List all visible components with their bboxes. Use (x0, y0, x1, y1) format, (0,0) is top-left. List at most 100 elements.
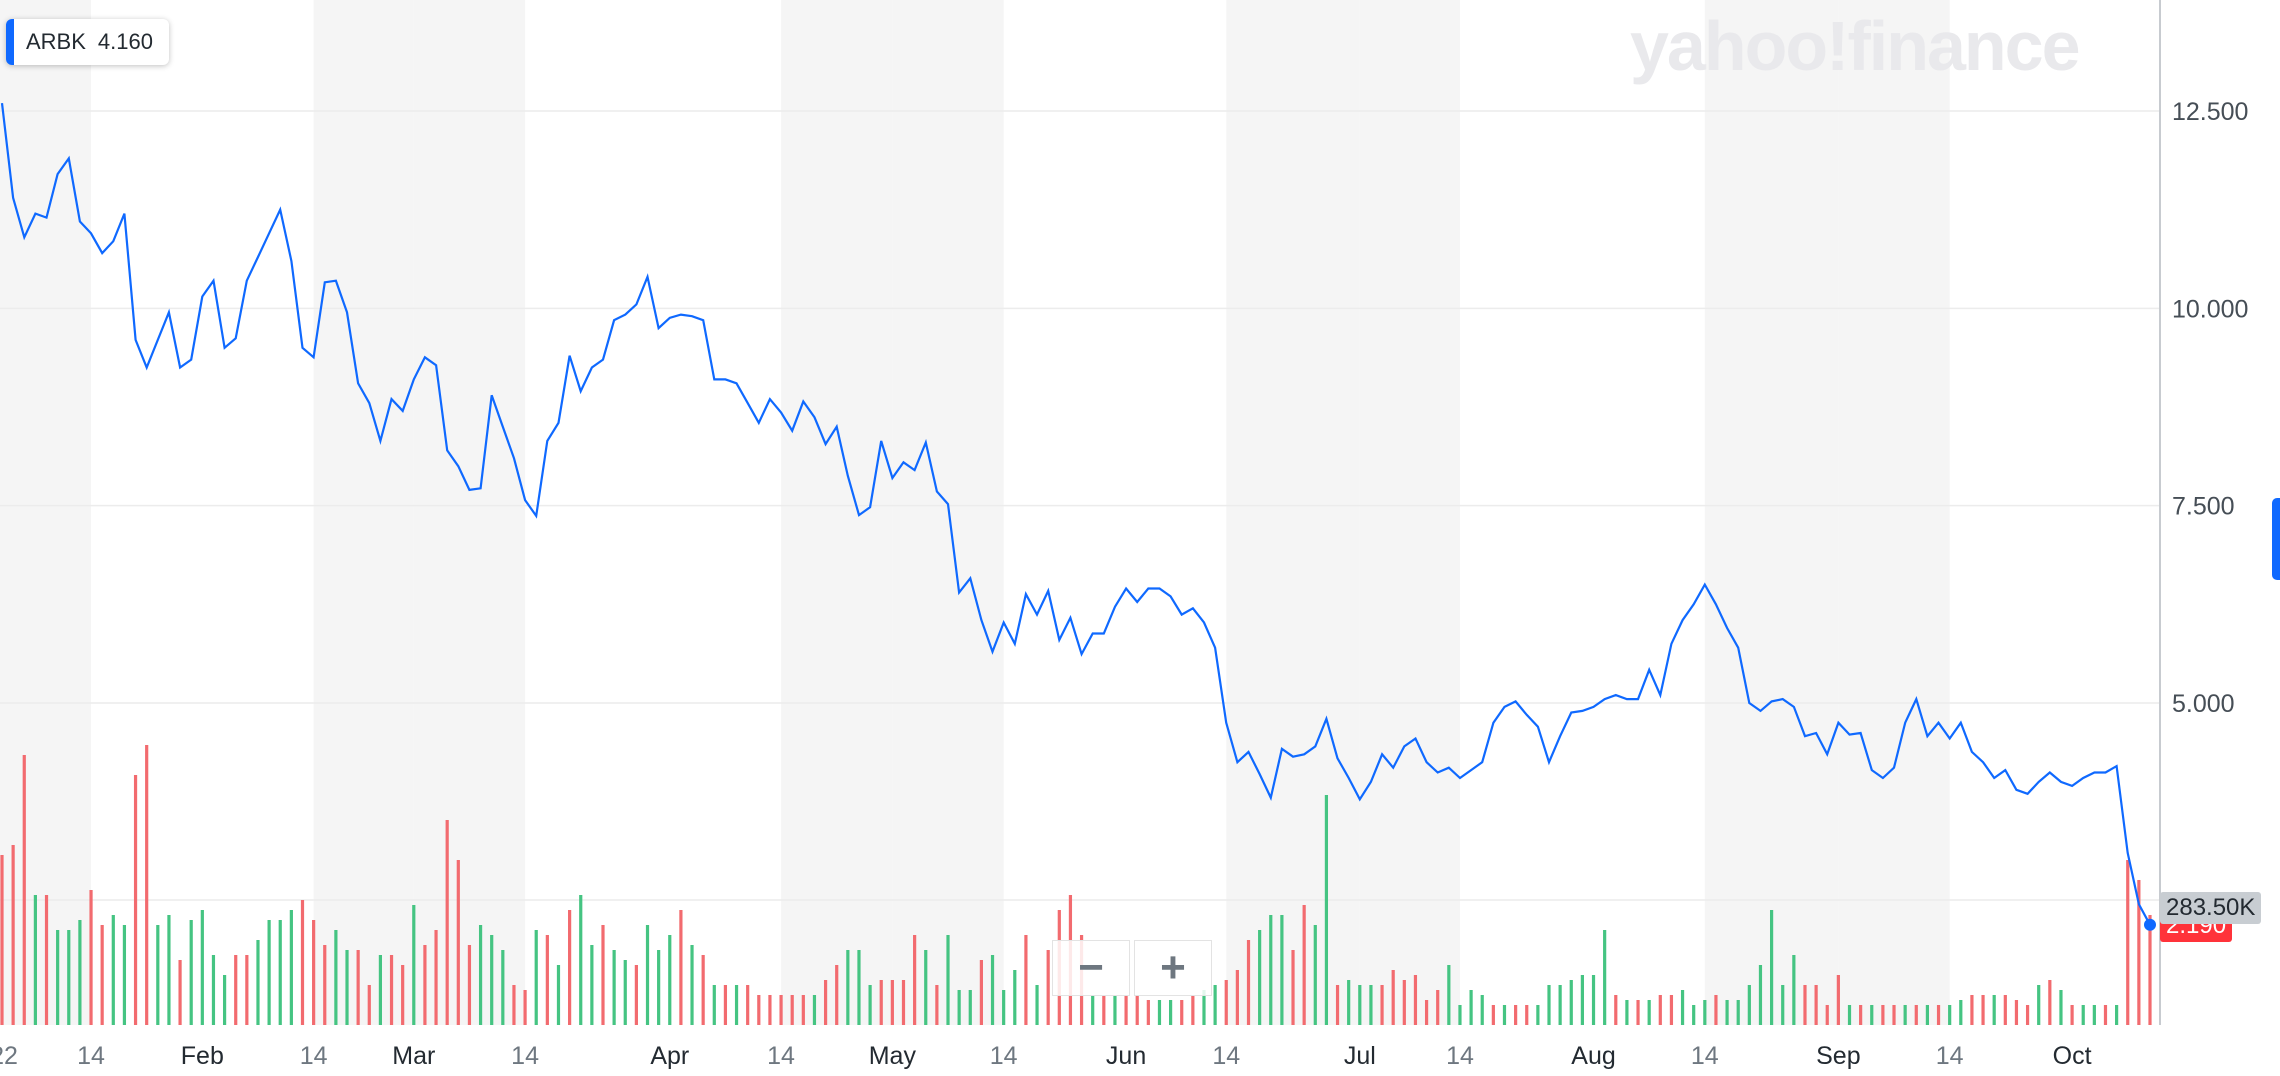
volume-bar (1502, 1005, 1507, 1025)
volume-bar (1447, 965, 1451, 1025)
volume-bar (1258, 930, 1262, 1025)
volume-bar (957, 990, 961, 1025)
volume-bar (1480, 995, 1484, 1025)
volume-bar (1124, 995, 1128, 1025)
volume-bar (2115, 1005, 2119, 1025)
volume-bar (1135, 995, 1139, 1025)
volume-bar (768, 995, 772, 1025)
volume-bar (1747, 985, 1751, 1025)
volume-bar (2070, 1005, 2074, 1025)
volume-bar (334, 930, 338, 1025)
volume-bar (1881, 1005, 1885, 1025)
volume-bar (1391, 970, 1395, 1025)
month-band (1359, 0, 1460, 1025)
volume-bar (1736, 1000, 1740, 1025)
volume-bar (990, 955, 995, 1025)
month-band (0, 0, 92, 1025)
x-tick-label: 14 (1446, 1042, 1474, 1070)
volume-bar (1925, 1005, 1930, 1025)
volume-bar (1558, 985, 1562, 1025)
volume-bar (1235, 970, 1239, 1025)
volume-bar (723, 985, 728, 1025)
volume-bar (478, 925, 483, 1025)
volume-bar (178, 960, 182, 1025)
zoom-in-button[interactable]: + (1134, 940, 1212, 996)
volume-bar (133, 775, 138, 1025)
volume-bar (2137, 880, 2141, 1025)
x-tick-label: Jun (1106, 1042, 1146, 1070)
volume-bar (512, 985, 516, 1025)
volume-bar (445, 820, 449, 1025)
volume-bar (2092, 1005, 2096, 1025)
volume-bar (122, 925, 127, 1025)
volume-bar (1625, 1000, 1629, 1025)
volume-bar (1580, 975, 1584, 1025)
volume-bar (835, 965, 839, 1025)
x-tick-label: 14 (77, 1042, 105, 1070)
volume-bar (367, 985, 371, 1025)
x-tick-label: 14 (300, 1042, 328, 1070)
volume-bar (1636, 1000, 1640, 1025)
volume-bar (67, 930, 71, 1025)
volume-bar (757, 995, 761, 1025)
volume-bar (434, 930, 438, 1025)
volume-bar (401, 965, 405, 1025)
volume-bar (579, 895, 583, 1025)
side-panel-handle[interactable] (2272, 498, 2280, 580)
volume-bar (1981, 995, 1985, 1025)
x-tick-label: Apr (650, 1042, 689, 1070)
volume-bar (1324, 795, 1329, 1025)
volume-bar (1825, 1005, 1829, 1025)
volume-bar (545, 935, 549, 1025)
volume-bar (701, 955, 705, 1025)
volume-bar (612, 950, 616, 1025)
volume-bar (590, 945, 594, 1025)
volume-bar (412, 905, 416, 1025)
volume-bar (1914, 1005, 1918, 1025)
x-tick-label: Oct (2053, 1042, 2092, 1070)
x-tick-label: May (869, 1042, 917, 1070)
price-line (0, 102, 2151, 926)
volume-bar (111, 915, 115, 1025)
y-axis-labels: 12.500 10.000 7.500 5.000 (2172, 98, 2248, 718)
ticker-badge[interactable]: ARBK 4.160 (6, 19, 169, 65)
zoom-out-button[interactable]: − (1052, 940, 1130, 996)
x-tick-label: 22 (0, 1042, 18, 1070)
volume-bar (1725, 1000, 1729, 1025)
volume-bar (145, 745, 149, 1025)
volume-bar (1280, 915, 1284, 1025)
volume-bar (278, 920, 282, 1025)
volume-bar (1680, 990, 1685, 1025)
y-tick-label: 10.000 (2172, 295, 2248, 323)
volume-bar (924, 950, 928, 1025)
volume-bar (2081, 1005, 2085, 1025)
volume-bar (200, 910, 204, 1025)
month-band (1226, 0, 1360, 1025)
volume-bar (1436, 990, 1440, 1025)
volume-bar (668, 935, 672, 1025)
volume-bar (779, 995, 783, 1025)
volume-bar (2103, 1005, 2108, 1025)
volume-bar (256, 940, 260, 1025)
volume-bar (645, 925, 650, 1025)
x-tick-label: Sep (1816, 1042, 1860, 1070)
volume-bar (679, 910, 683, 1025)
volume-bar (801, 995, 805, 1025)
volume-bar (1335, 985, 1340, 1025)
x-tick-label: Mar (392, 1042, 435, 1070)
volume-bar (1424, 1000, 1429, 1025)
volume-bar (712, 985, 716, 1025)
x-tick-label: 14 (767, 1042, 795, 1070)
volume-bar (189, 920, 193, 1025)
volume-bar (1525, 1005, 1529, 1025)
volume-bar (1102, 995, 1106, 1025)
volume-bar (1514, 1005, 1518, 1025)
ticker-last-price: 4.160 (97, 29, 153, 54)
volume-bar (356, 950, 360, 1025)
volume-bar (2059, 990, 2063, 1025)
volume-bar (167, 915, 171, 1025)
month-band (781, 0, 893, 1025)
volume-bar (1658, 995, 1662, 1025)
volume-bar (1803, 985, 1807, 1025)
